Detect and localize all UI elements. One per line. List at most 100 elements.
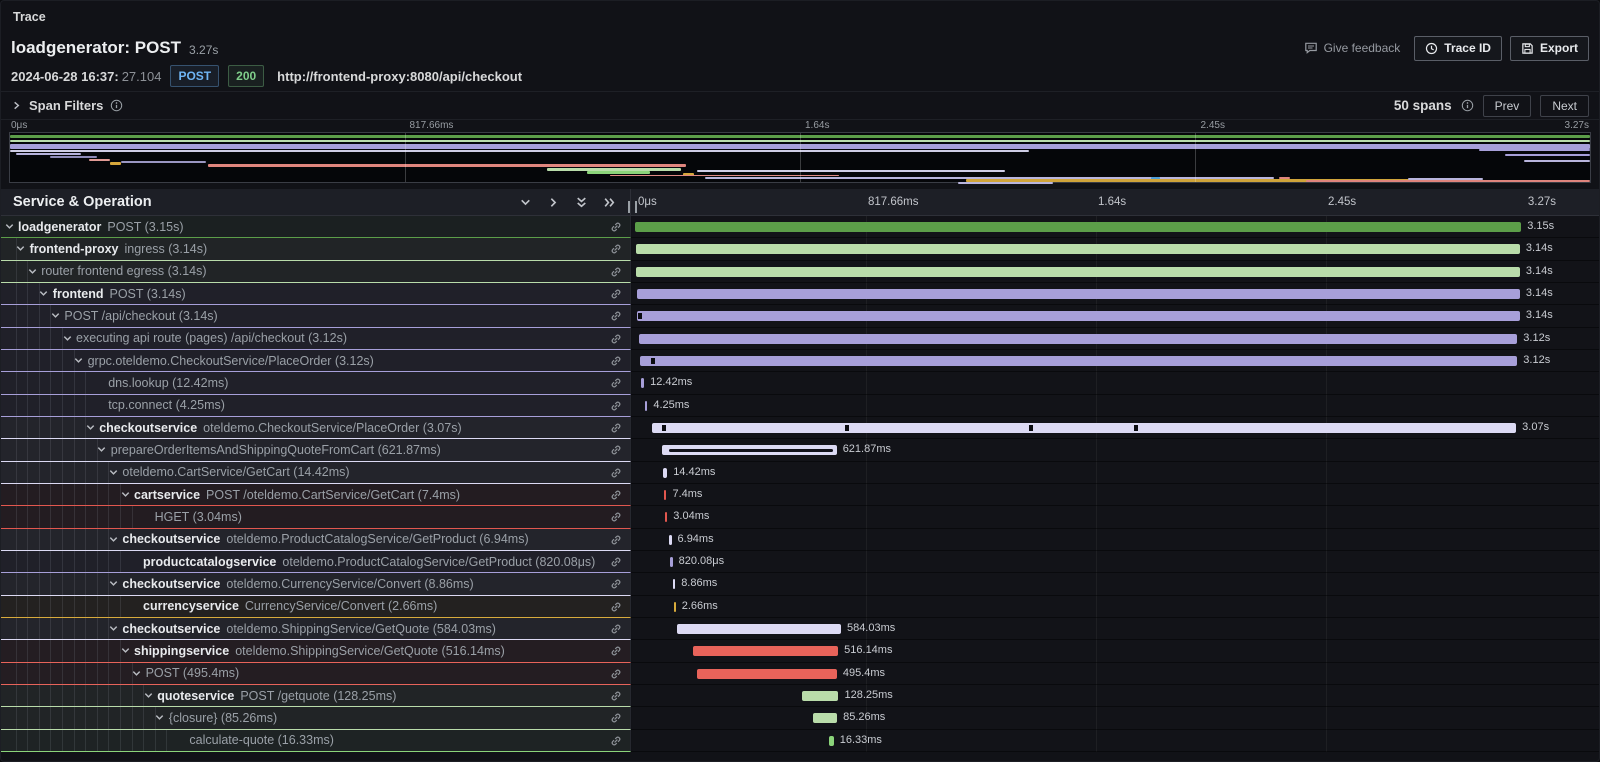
span-timeline-cell[interactable]: 516.14ms [631, 640, 1599, 663]
span-row[interactable]: calculate-quote (16.33ms) 16.33ms [1, 729, 1599, 752]
span-row[interactable]: POST /api/checkout (3.14s) 3.14s [1, 305, 1599, 328]
span-name-cell[interactable]: POST (495.4ms) [1, 662, 631, 685]
chevron-down-icon[interactable] [26, 266, 38, 277]
span-row[interactable]: executing api route (pages) /api/checkou… [1, 327, 1599, 350]
span-timeline-cell[interactable]: 128.25ms [631, 685, 1599, 708]
span-timeline-cell[interactable]: 3.14s [631, 305, 1599, 328]
info-icon[interactable] [110, 99, 123, 112]
span-bar[interactable] [672, 579, 676, 590]
chevron-down-icon[interactable] [73, 355, 85, 366]
span-bar[interactable] [697, 668, 837, 679]
span-timeline-cell[interactable]: 3.14s [631, 261, 1599, 283]
give-feedback-link[interactable]: Give feedback [1304, 41, 1400, 55]
span-bar[interactable] [829, 735, 834, 746]
span-timeline-cell[interactable]: 85.26ms [631, 707, 1599, 730]
span-link-icon[interactable] [609, 667, 623, 681]
span-link-icon[interactable] [609, 242, 623, 256]
span-link-icon[interactable] [609, 376, 623, 390]
span-bar[interactable] [664, 489, 667, 500]
chevron-down-icon[interactable] [3, 221, 15, 232]
span-row[interactable]: HGET (3.04ms) 3.04ms [1, 506, 1599, 529]
span-timeline-cell[interactable]: 3.12s [631, 350, 1599, 373]
chevron-down-icon[interactable] [154, 712, 166, 723]
collapse-one-icon[interactable] [519, 196, 532, 209]
span-timeline-cell[interactable]: 2.66ms [631, 596, 1599, 618]
chevron-down-icon[interactable] [142, 690, 154, 701]
span-row[interactable]: tcp.connect (4.25ms) 4.25ms [1, 394, 1599, 417]
span-row[interactable]: shippingservice oteldemo.ShippingService… [1, 640, 1599, 663]
span-link-icon[interactable] [609, 332, 623, 346]
span-link-icon[interactable] [609, 399, 623, 413]
span-bar[interactable] [676, 623, 841, 634]
span-name-cell[interactable]: frontend-proxy ingress (3.14s) [1, 238, 631, 261]
span-timeline-cell[interactable]: 8.86ms [631, 573, 1599, 596]
span-name-cell[interactable]: executing api route (pages) /api/checkou… [1, 327, 631, 350]
span-bar[interactable] [636, 288, 1520, 299]
span-row[interactable]: productcatalogservice oteldemo.ProductCa… [1, 550, 1599, 574]
span-name-cell[interactable]: quoteservice POST /getquote (128.25ms) [1, 684, 631, 708]
expand-one-icon[interactable] [547, 196, 560, 209]
span-row[interactable]: grpc.oteldemo.CheckoutService/PlaceOrder… [1, 349, 1599, 373]
span-link-icon[interactable] [609, 220, 623, 234]
span-bar[interactable] [638, 333, 1518, 344]
span-row[interactable]: checkoutservice oteldemo.ShippingService… [1, 617, 1599, 641]
span-link-icon[interactable] [609, 555, 623, 569]
span-bar[interactable] [636, 266, 1520, 277]
span-row[interactable]: loadgenerator POST (3.15s) 3.15s [1, 216, 1599, 239]
span-timeline-cell[interactable]: 4.25ms [631, 395, 1599, 417]
span-row[interactable]: oteldemo.CartService/GetCart (14.42ms) 1… [1, 461, 1599, 484]
span-name-cell[interactable]: {closure} (85.26ms) [1, 707, 631, 730]
chevron-right-icon[interactable] [11, 100, 22, 111]
span-name-cell[interactable]: checkoutservice oteldemo.CurrencyService… [1, 573, 631, 596]
span-row[interactable]: checkoutservice oteldemo.ProductCatalogS… [1, 528, 1599, 551]
span-link-icon[interactable] [609, 510, 623, 524]
prev-button[interactable]: Prev [1482, 94, 1532, 117]
expand-all-icon[interactable] [603, 196, 616, 209]
next-button[interactable]: Next [1540, 94, 1589, 117]
span-row[interactable]: frontend POST (3.14s) 3.14s [1, 282, 1599, 306]
span-timeline-cell[interactable]: 3.12s [631, 328, 1599, 350]
span-bar[interactable] [669, 534, 672, 545]
span-name-cell[interactable]: cartservice POST /oteldemo.CartService/G… [1, 483, 631, 507]
span-filters-label[interactable]: Span Filters [29, 98, 104, 113]
span-link-icon[interactable] [609, 265, 623, 279]
span-timeline-cell[interactable]: 621.87ms [631, 439, 1599, 462]
span-row[interactable]: {closure} (85.26ms) 85.26ms [1, 707, 1599, 730]
span-bar[interactable] [635, 222, 1522, 232]
span-link-icon[interactable] [609, 421, 623, 435]
span-timeline-cell[interactable]: 3.04ms [631, 506, 1599, 529]
span-row[interactable]: router frontend egress (3.14s) 3.14s [1, 260, 1599, 283]
span-link-icon[interactable] [609, 622, 623, 636]
export-button[interactable]: Export [1509, 35, 1589, 61]
span-bar[interactable] [636, 244, 1520, 255]
span-name-cell[interactable]: checkoutservice oteldemo.ProductCatalogS… [1, 528, 631, 551]
span-row[interactable]: quoteservice POST /getquote (128.25ms) 1… [1, 684, 1599, 708]
span-link-icon[interactable] [609, 600, 623, 614]
span-bar[interactable] [813, 713, 838, 724]
span-timeline-cell[interactable]: 3.07s [631, 417, 1599, 440]
span-name-cell[interactable]: productcatalogservice oteldemo.ProductCa… [1, 550, 631, 574]
span-name-cell[interactable]: HGET (3.04ms) [1, 506, 631, 529]
span-timeline-cell[interactable]: 3.15s [631, 216, 1599, 239]
chevron-down-icon[interactable] [119, 645, 131, 656]
span-name-cell[interactable]: checkoutservice oteldemo.CheckoutService… [1, 416, 631, 440]
span-name-cell[interactable]: prepareOrderItemsAndShippingQuoteFromCar… [1, 439, 631, 462]
span-link-icon[interactable] [609, 488, 623, 502]
chevron-down-icon[interactable] [107, 623, 119, 634]
span-name-cell[interactable]: shippingservice oteldemo.ShippingService… [1, 640, 631, 663]
span-timeline-cell[interactable]: 3.14s [631, 283, 1599, 306]
span-name-cell[interactable]: frontend POST (3.14s) [1, 282, 631, 306]
span-name-cell[interactable]: calculate-quote (16.33ms) [1, 729, 631, 752]
chevron-down-icon[interactable] [38, 288, 50, 299]
span-row[interactable]: prepareOrderItemsAndShippingQuoteFromCar… [1, 439, 1599, 462]
span-bar[interactable] [645, 400, 648, 411]
chevron-down-icon[interactable] [84, 422, 96, 433]
span-bar[interactable] [692, 646, 839, 657]
span-link-icon[interactable] [609, 644, 623, 658]
span-timeline-cell[interactable]: 16.33ms [631, 730, 1599, 752]
chevron-down-icon[interactable] [107, 534, 119, 545]
chevron-down-icon[interactable] [61, 333, 73, 344]
span-name-cell[interactable]: POST /api/checkout (3.14s) [1, 305, 631, 328]
span-timeline-cell[interactable]: 7.4ms [631, 484, 1599, 507]
span-link-icon[interactable] [609, 711, 623, 725]
